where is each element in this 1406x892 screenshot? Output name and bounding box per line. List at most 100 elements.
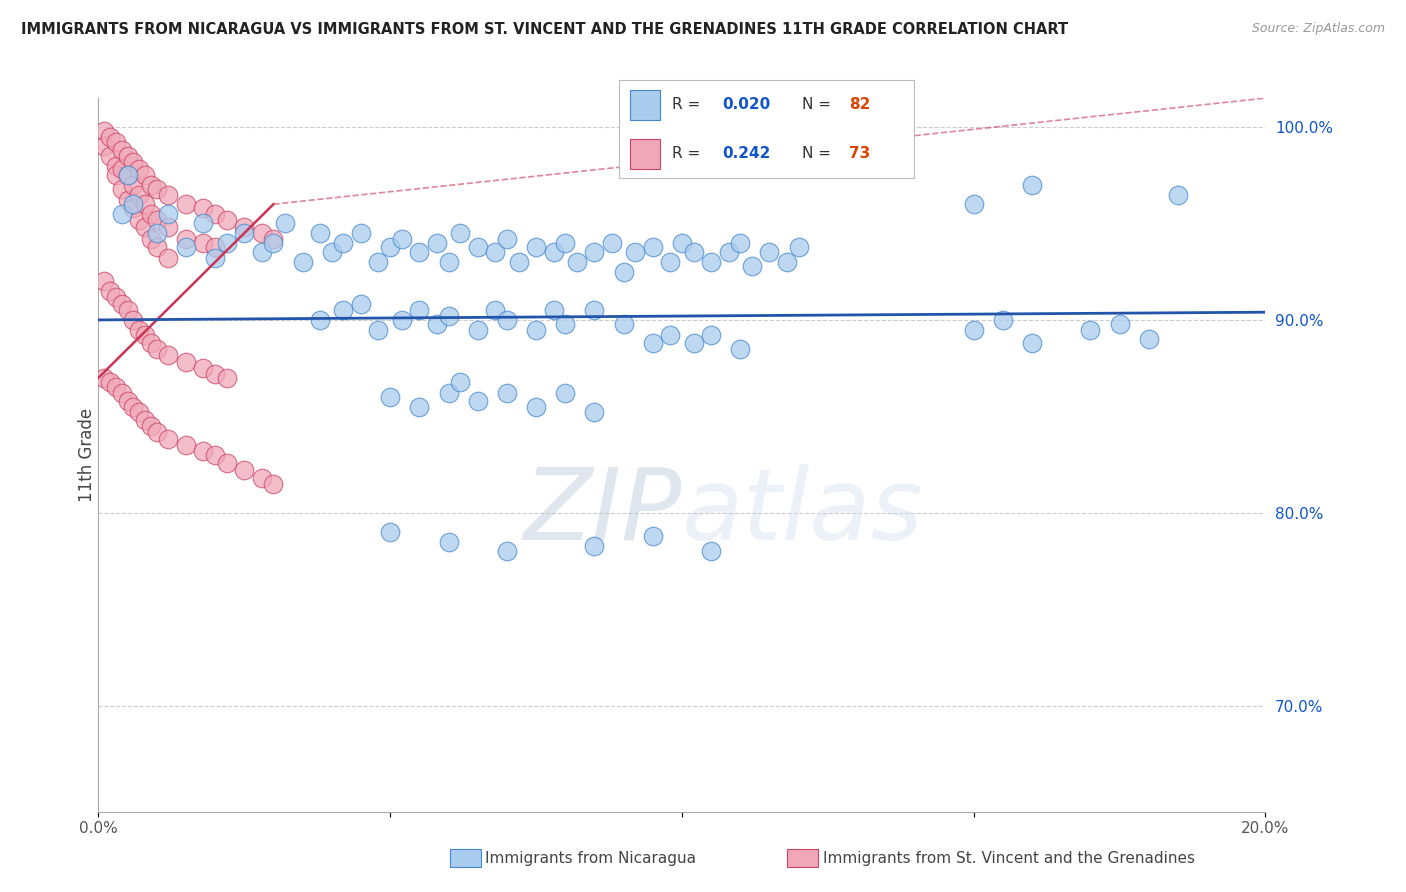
Point [274,217,297,231]
Point [98,284,121,298]
Point [1108,317,1130,331]
Point [117,149,139,163]
Point [111,207,134,221]
Point [758,245,780,260]
Text: atlas: atlas [682,464,924,560]
Point [157,348,180,362]
Text: 0.020: 0.020 [723,97,770,112]
Point [583,539,606,553]
Point [157,433,180,447]
Point [204,251,226,265]
Point [776,255,799,269]
Point [682,336,704,351]
Text: 0.242: 0.242 [723,146,770,161]
Point [157,220,180,235]
Point [117,194,139,208]
Point [117,168,139,182]
Y-axis label: 11th Grade: 11th Grade [79,408,96,502]
Point [1167,187,1189,202]
Point [204,448,226,462]
Text: Immigrants from Nicaragua: Immigrants from Nicaragua [485,851,696,865]
Point [437,255,460,269]
Point [111,162,134,177]
Point [193,217,215,231]
Point [128,187,150,202]
Point [134,168,156,182]
Point [174,438,197,452]
Point [484,303,506,318]
Point [104,159,127,173]
Point [250,226,273,240]
Point [378,390,402,404]
Point [104,136,127,150]
Point [174,232,197,246]
Point [215,235,238,250]
Point [128,212,150,227]
Point [117,303,139,318]
Point [204,207,226,221]
Point [134,197,156,211]
Point [1021,336,1043,351]
Point [1080,322,1102,336]
Point [309,226,332,240]
Point [98,149,121,163]
Point [122,400,145,414]
Point [391,313,413,327]
Point [612,317,634,331]
Point [659,328,682,343]
Point [250,471,273,485]
Point [449,226,471,240]
Point [146,212,169,227]
Text: R =: R = [672,146,704,161]
Point [728,342,751,356]
Point [111,143,134,157]
Point [193,201,215,215]
Point [204,239,226,253]
Point [134,328,156,343]
Text: IMMIGRANTS FROM NICARAGUA VS IMMIGRANTS FROM ST. VINCENT AND THE GRENADINES 11TH: IMMIGRANTS FROM NICARAGUA VS IMMIGRANTS … [21,22,1069,37]
Point [467,322,489,336]
Point [134,413,156,427]
Bar [630,90,659,120]
Text: R =: R = [672,97,704,112]
Point [215,371,238,385]
Point [134,220,156,235]
Point [426,235,449,250]
Point [717,245,740,260]
Point [104,290,127,304]
Point [495,544,517,558]
Point [111,182,134,196]
Point [193,444,215,458]
Point [139,232,162,246]
Point [204,367,226,381]
Point [174,197,197,211]
Point [117,393,139,408]
Point [391,232,413,246]
Point [262,232,284,246]
Point [426,317,449,331]
Point [728,235,751,250]
Point [554,386,576,401]
Point [700,544,723,558]
Point [583,245,606,260]
Point [104,380,127,394]
Point [741,259,763,273]
Text: 73: 73 [849,146,870,161]
Point [600,235,623,250]
Point [583,303,606,318]
Point [215,212,238,227]
Point [139,178,162,192]
Point [146,425,169,439]
Point [233,226,256,240]
Point [408,245,430,260]
Point [332,235,354,250]
Point [291,255,314,269]
Text: 82: 82 [849,97,870,112]
Point [233,463,256,477]
Point [659,255,682,269]
Point [682,245,704,260]
Text: N =: N = [801,97,835,112]
Point [262,476,284,491]
Point [193,235,215,250]
Point [408,303,430,318]
